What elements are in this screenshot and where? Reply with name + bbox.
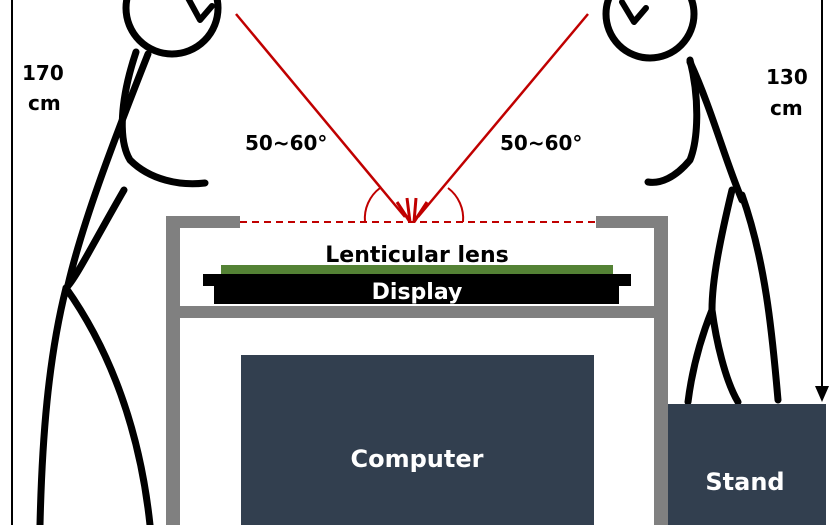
right-angle-arc (447, 187, 465, 223)
right-height-arrowhead (815, 386, 829, 402)
left-person-body (36, 186, 128, 525)
frame-shelf (166, 306, 668, 318)
left-person-head (122, 0, 222, 58)
computer-label: Computer (351, 445, 484, 473)
lens-label: Lenticular lens (325, 243, 508, 268)
left-person-arm (118, 48, 209, 188)
right-ray (417, 13, 589, 218)
left-person-leg (62, 284, 154, 525)
computer-box (241, 355, 594, 525)
right-person-body (708, 186, 742, 406)
left-height-value: 170 (22, 61, 64, 85)
right-height-value: 130 (766, 65, 808, 89)
left-person-back-line (64, 50, 152, 289)
left-ray (235, 13, 406, 218)
right-person-leg-front (738, 191, 782, 404)
right-person (602, 0, 782, 406)
left-angle-label: 50~60° (245, 131, 327, 155)
right-height-unit: cm (770, 96, 803, 120)
frame-top-right (596, 216, 668, 228)
left-height-unit: cm (28, 91, 61, 115)
frame-left-post (166, 216, 180, 525)
frame-right-post (654, 216, 668, 525)
left-person-eye (185, 0, 215, 23)
right-angle-label: 50~60° (500, 131, 582, 155)
stand-box (668, 404, 826, 525)
display-label: Display (372, 280, 463, 305)
right-person-leg-back (684, 306, 716, 406)
left-height-indicator: 170 cm (11, 0, 64, 525)
right-person-back-line (686, 58, 746, 204)
stand-label: Stand (705, 468, 784, 496)
frame-top-left (166, 216, 240, 228)
lenticular-lens (221, 265, 613, 274)
right-person-eye (619, 0, 649, 25)
right-person-head (602, 0, 698, 62)
viewing-rays (235, 13, 596, 223)
right-person-arm (644, 56, 701, 186)
display-panel (214, 274, 619, 304)
right-height-indicator: 130 cm (766, 0, 829, 402)
left-person (36, 0, 222, 525)
left-angle-arc (363, 187, 381, 223)
cabinet-frame (166, 216, 668, 525)
